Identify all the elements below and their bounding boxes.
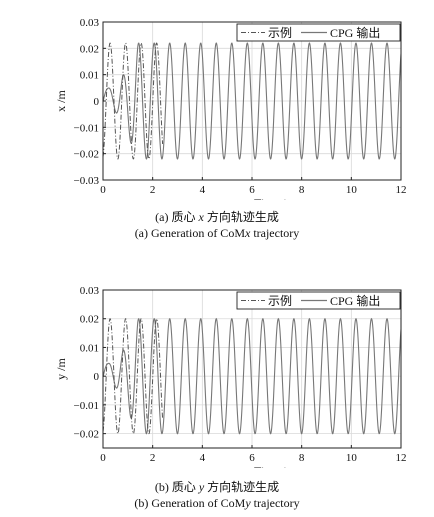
legend-label-demo: 示例 [268,26,292,40]
x-axis-label: Time /s [254,464,290,468]
y-tick-label: 0.02 [80,43,99,55]
y-axis-label: y /m [54,358,68,380]
series-cpg-output [103,317,401,435]
caption-b-en-var: y [245,496,251,510]
caption-a-cn-var: x [198,210,204,224]
y-tick-label: 0.01 [80,70,99,82]
y-tick-label: 0.02 [80,314,99,326]
series-cpg-output [103,42,401,160]
x-tick-label: 10 [346,452,358,464]
x-tick-label: 8 [299,452,305,464]
y-tick-label: 0 [94,96,100,108]
x-tick-label: 8 [299,184,305,196]
legend-label-demo: 示例 [268,294,292,308]
series-demo [103,42,164,160]
x-tick-label: 0 [100,184,106,196]
x-tick-label: 12 [396,184,407,196]
x-tick-label: 4 [200,452,206,464]
caption-b-en-prefix: (b) Generation of CoM [134,496,246,510]
caption-a-en-prefix: (a) Generation of CoM [134,226,245,240]
plot-area [103,42,401,160]
caption-a-cn-suffix: 方向轨迹生成 [206,210,279,224]
caption-a-en-var: x [244,226,251,240]
x-tick-label: 2 [150,184,156,196]
caption-b-cn-suffix: 方向轨迹生成 [207,480,280,494]
legend: 示例 CPG 输出 [236,23,401,42]
legend-label-cpg: CPG 输出 [330,293,380,308]
caption-b-en-suffix: trajectory [250,496,300,510]
legend-label-cpg: CPG 输出 [330,25,380,40]
caption-a-en: (a) Generation of CoMx trajectory [0,226,434,241]
y-tick-label: 0 [94,371,100,383]
chart-a: 0 2 4 6 8 10 12 −0.03 −0.02 −0.01 0 0.01 0.02 0.03 Tim… [54,17,407,200]
x-tick-label: 0 [100,452,106,464]
series-demo [103,318,164,435]
caption-a-cn: (a) 质心 x 方向轨迹生成 [0,210,434,225]
y-axis-label: x /m [54,90,68,112]
y-tick-label: 0.01 [80,342,99,354]
caption-a-cn-prefix: (a) 质心 [155,210,196,224]
y-tick-label: 0.03 [80,285,100,297]
caption-b-cn-prefix: (b) 质心 [154,480,196,494]
y-tick-label: −0.03 [74,175,100,187]
x-axis-label: Time /s [254,196,290,200]
x-tick-label: 12 [396,452,407,464]
y-tick-label: −0.01 [74,400,99,412]
caption-b-en: (b) Generation of CoMy trajectory [0,496,434,511]
caption-b-cn: (b) 质心 y 方向轨迹生成 [0,480,434,495]
x-tick-label: 2 [150,452,156,464]
caption-b-cn-var: y [198,480,205,494]
x-tick-label: 10 [346,184,358,196]
x-tick-label: 6 [249,184,255,196]
x-tick-label: 4 [200,184,206,196]
legend: 示例 CPG 输出 [236,291,401,310]
plot-area [103,317,401,435]
y-tick-label: 0.03 [80,17,100,29]
x-tick-label: 6 [249,452,255,464]
y-tick-label: −0.01 [74,122,99,134]
chart-b: 0 2 4 6 8 10 12 −0.02 −0.01 0 0.01 0.02 0.03 Time /s y… [54,285,407,468]
caption-a-en-suffix: trajectory [250,226,300,240]
y-tick-label: −0.02 [74,429,99,441]
y-tick-label: −0.02 [74,149,99,161]
